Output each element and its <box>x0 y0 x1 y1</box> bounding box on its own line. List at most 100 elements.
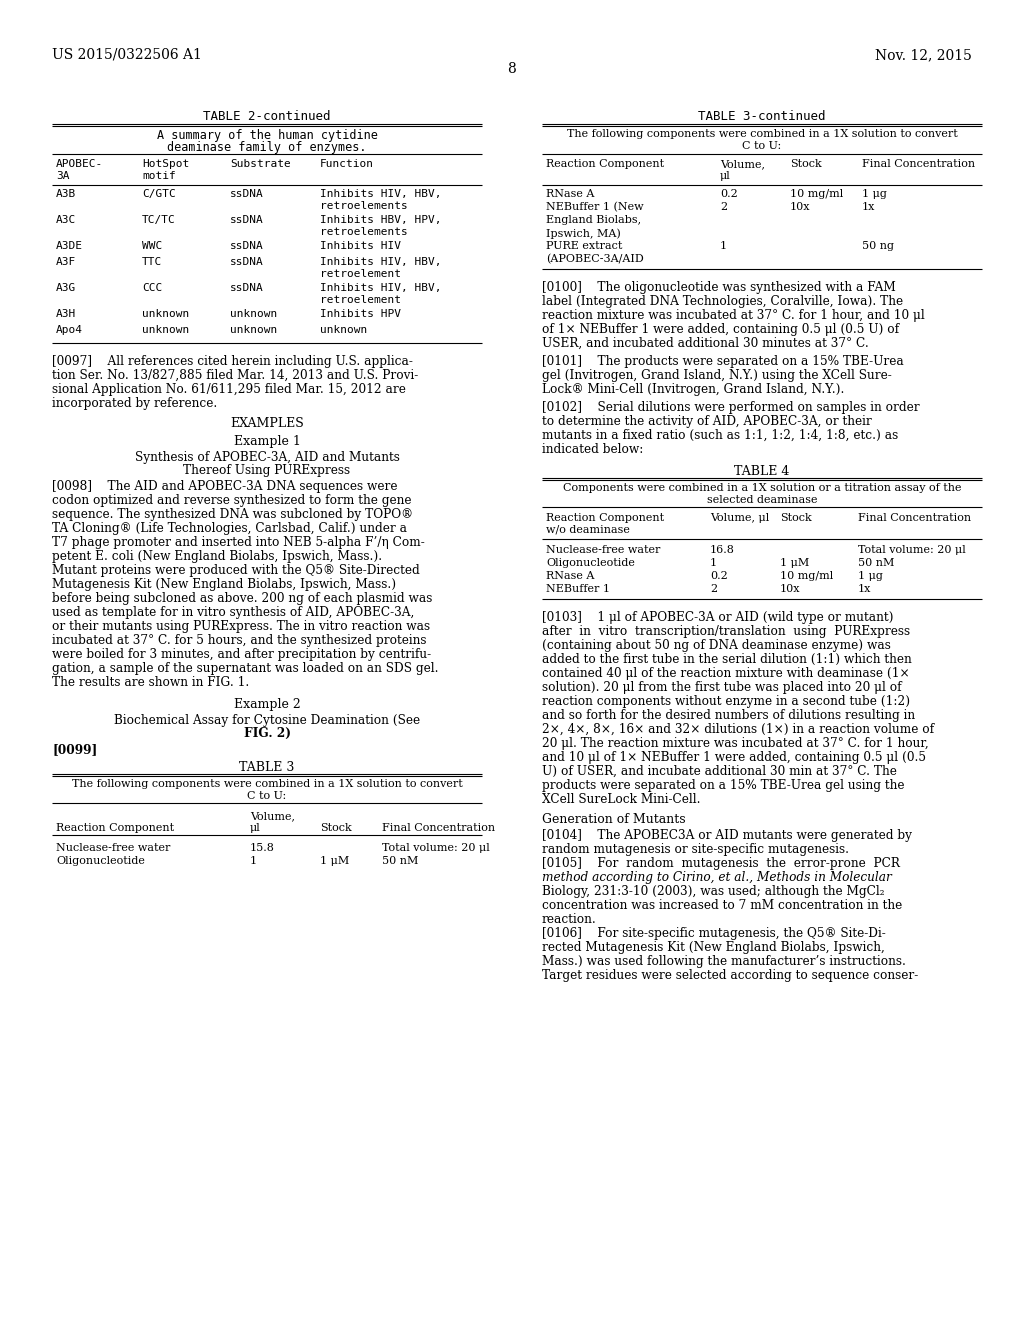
Text: of 1× NEBuffer 1 were added, containing 0.5 μl (0.5 U) of: of 1× NEBuffer 1 were added, containing … <box>542 323 899 337</box>
Text: ssDNA: ssDNA <box>230 215 264 224</box>
Text: A summary of the human cytidine: A summary of the human cytidine <box>157 129 378 143</box>
Text: [0106]    For site-specific mutagenesis, the Q5® Site-Di-: [0106] For site-specific mutagenesis, th… <box>542 927 886 940</box>
Text: used as template for in vitro synthesis of AID, APOBEC-3A,: used as template for in vitro synthesis … <box>52 606 415 619</box>
Text: A3C: A3C <box>56 215 76 224</box>
Text: Synthesis of APOBEC-3A, AID and Mutants: Synthesis of APOBEC-3A, AID and Mutants <box>134 451 399 465</box>
Text: A3G: A3G <box>56 282 76 293</box>
Text: ssDNA: ssDNA <box>230 189 264 199</box>
Text: 3A: 3A <box>56 172 70 181</box>
Text: Thereof Using PURExpress: Thereof Using PURExpress <box>183 465 350 477</box>
Text: w/o deaminase: w/o deaminase <box>546 525 630 535</box>
Text: 1: 1 <box>720 242 727 251</box>
Text: A3H: A3H <box>56 309 76 319</box>
Text: [0099]: [0099] <box>52 743 97 756</box>
Text: The following components were combined in a 1X solution to convert: The following components were combined i… <box>566 129 957 139</box>
Text: selected deaminase: selected deaminase <box>707 495 817 506</box>
Text: TC/TC: TC/TC <box>142 215 176 224</box>
Text: or their mutants using PURExpress. The in vitro reaction was: or their mutants using PURExpress. The i… <box>52 620 430 634</box>
Text: reaction mixture was incubated at 37° C. for 1 hour, and 10 μl: reaction mixture was incubated at 37° C.… <box>542 309 925 322</box>
Text: random mutagenesis or site-specific mutagenesis.: random mutagenesis or site-specific muta… <box>542 843 849 855</box>
Text: Components were combined in a 1X solution or a titration assay of the: Components were combined in a 1X solutio… <box>563 483 962 492</box>
Text: 1: 1 <box>710 558 717 568</box>
Text: Total volume: 20 μl: Total volume: 20 μl <box>382 843 489 853</box>
Text: Oligonucleotide: Oligonucleotide <box>56 855 144 866</box>
Text: [0102]    Serial dilutions were performed on samples in order: [0102] Serial dilutions were performed o… <box>542 401 920 414</box>
Text: RNase A: RNase A <box>546 572 594 581</box>
Text: [0103]    1 μl of APOBEC-3A or AID (wild type or mutant): [0103] 1 μl of APOBEC-3A or AID (wild ty… <box>542 611 894 624</box>
Text: Inhibits HIV, HBV,
retroelement: Inhibits HIV, HBV, retroelement <box>319 282 441 305</box>
Text: sequence. The synthesized DNA was subcloned by TOPO®: sequence. The synthesized DNA was subclo… <box>52 508 413 521</box>
Text: Oligonucleotide: Oligonucleotide <box>546 558 635 568</box>
Text: Volume,: Volume, <box>250 810 295 821</box>
Text: FIG. 2): FIG. 2) <box>244 727 291 741</box>
Text: Volume,: Volume, <box>720 158 765 169</box>
Text: before being subcloned as above. 200 ng of each plasmid was: before being subcloned as above. 200 ng … <box>52 591 432 605</box>
Text: contained 40 μl of the reaction mixture with deaminase (1×: contained 40 μl of the reaction mixture … <box>542 667 909 680</box>
Text: Final Concentration: Final Concentration <box>862 158 975 169</box>
Text: Stock: Stock <box>319 822 352 833</box>
Text: Volume, μl: Volume, μl <box>710 513 769 523</box>
Text: 50 nM: 50 nM <box>382 855 419 866</box>
Text: Function: Function <box>319 158 374 169</box>
Text: Inhibits HIV, HBV,
retroelements: Inhibits HIV, HBV, retroelements <box>319 189 441 211</box>
Text: 1 μg: 1 μg <box>862 189 887 199</box>
Text: gel (Invitrogen, Grand Island, N.Y.) using the XCell Sure-: gel (Invitrogen, Grand Island, N.Y.) usi… <box>542 370 892 381</box>
Text: 16.8: 16.8 <box>710 545 735 554</box>
Text: C to U:: C to U: <box>248 791 287 801</box>
Text: unknown: unknown <box>319 325 368 335</box>
Text: APOBEC-: APOBEC- <box>56 158 103 169</box>
Text: Total volume: 20 μl: Total volume: 20 μl <box>858 545 966 554</box>
Text: ssDNA: ssDNA <box>230 242 264 251</box>
Text: 1: 1 <box>250 855 257 866</box>
Text: mutants in a fixed ratio (such as 1:1, 1:2, 1:4, 1:8, etc.) as: mutants in a fixed ratio (such as 1:1, 1… <box>542 429 898 442</box>
Text: ssDNA: ssDNA <box>230 282 264 293</box>
Text: 10 mg/ml: 10 mg/ml <box>790 189 843 199</box>
Text: 1 μM: 1 μM <box>780 558 809 568</box>
Text: solution). 20 μl from the first tube was placed into 20 μl of: solution). 20 μl from the first tube was… <box>542 681 901 694</box>
Text: reaction components without enzyme in a second tube (1:2): reaction components without enzyme in a … <box>542 696 910 708</box>
Text: PURE extract: PURE extract <box>546 242 623 251</box>
Text: TABLE 3-continued: TABLE 3-continued <box>698 110 825 123</box>
Text: Mutant proteins were produced with the Q5® Site-Directed: Mutant proteins were produced with the Q… <box>52 564 420 577</box>
Text: Stock: Stock <box>790 158 821 169</box>
Text: added to the first tube in the serial dilution (1:1) which then: added to the first tube in the serial di… <box>542 653 911 667</box>
Text: tion Ser. No. 13/827,885 filed Mar. 14, 2013 and U.S. Provi-: tion Ser. No. 13/827,885 filed Mar. 14, … <box>52 370 418 381</box>
Text: incubated at 37° C. for 5 hours, and the synthesized proteins: incubated at 37° C. for 5 hours, and the… <box>52 634 427 647</box>
Text: NEBuffer 1: NEBuffer 1 <box>546 583 610 594</box>
Text: A3F: A3F <box>56 257 76 267</box>
Text: Inhibits HIV: Inhibits HIV <box>319 242 401 251</box>
Text: petent E. coli (New England Biolabs, Ipswich, Mass.).: petent E. coli (New England Biolabs, Ips… <box>52 550 382 564</box>
Text: 2: 2 <box>720 202 727 213</box>
Text: 20 μl. The reaction mixture was incubated at 37° C. for 1 hour,: 20 μl. The reaction mixture was incubate… <box>542 737 929 750</box>
Text: The results are shown in FIG. 1.: The results are shown in FIG. 1. <box>52 676 249 689</box>
Text: label (Integrated DNA Technologies, Coralville, Iowa). The: label (Integrated DNA Technologies, Cora… <box>542 294 903 308</box>
Text: unknown: unknown <box>230 325 278 335</box>
Text: Generation of Mutants: Generation of Mutants <box>542 813 686 826</box>
Text: 0.2: 0.2 <box>710 572 728 581</box>
Text: ssDNA: ssDNA <box>230 257 264 267</box>
Text: 1 μg: 1 μg <box>858 572 883 581</box>
Text: Apo4: Apo4 <box>56 325 83 335</box>
Text: Ipswich, MA): Ipswich, MA) <box>546 228 621 239</box>
Text: 1x: 1x <box>858 583 871 594</box>
Text: Inhibits HPV: Inhibits HPV <box>319 309 401 319</box>
Text: TABLE 4: TABLE 4 <box>734 465 790 478</box>
Text: concentration was increased to 7 mM concentration in the: concentration was increased to 7 mM conc… <box>542 899 902 912</box>
Text: μl: μl <box>250 822 261 833</box>
Text: Inhibits HIV, HBV,
retroelement: Inhibits HIV, HBV, retroelement <box>319 257 441 279</box>
Text: and so forth for the desired numbers of dilutions resulting in: and so forth for the desired numbers of … <box>542 709 915 722</box>
Text: rected Mutagenesis Kit (New England Biolabs, Ipswich,: rected Mutagenesis Kit (New England Biol… <box>542 941 885 954</box>
Text: unknown: unknown <box>142 325 189 335</box>
Text: Mass.) was used following the manufacturer’s instructions.: Mass.) was used following the manufactur… <box>542 954 906 968</box>
Text: Reaction Component: Reaction Component <box>546 158 665 169</box>
Text: WWC: WWC <box>142 242 162 251</box>
Text: reaction.: reaction. <box>542 913 597 927</box>
Text: (APOBEC-3A/AID: (APOBEC-3A/AID <box>546 253 644 264</box>
Text: μl: μl <box>720 172 731 181</box>
Text: Lock® Mini-Cell (Invitrogen, Grand Island, N.Y.).: Lock® Mini-Cell (Invitrogen, Grand Islan… <box>542 383 845 396</box>
Text: deaminase family of enzymes.: deaminase family of enzymes. <box>167 141 367 154</box>
Text: TABLE 2-continued: TABLE 2-continued <box>203 110 331 123</box>
Text: products were separated on a 15% TBE-Urea gel using the: products were separated on a 15% TBE-Ure… <box>542 779 904 792</box>
Text: (containing about 50 ng of DNA deaminase enzyme) was: (containing about 50 ng of DNA deaminase… <box>542 639 891 652</box>
Text: 2×, 4×, 8×, 16× and 32× dilutions (1×) in a reaction volume of: 2×, 4×, 8×, 16× and 32× dilutions (1×) i… <box>542 723 934 737</box>
